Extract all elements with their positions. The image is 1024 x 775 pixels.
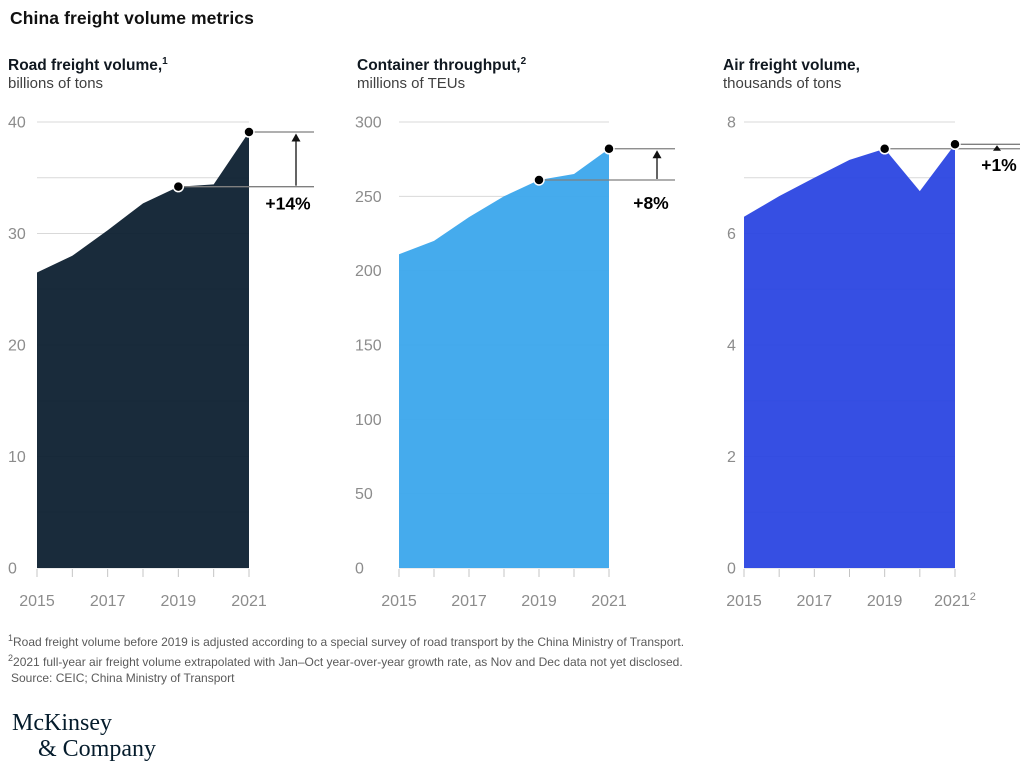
y-axis-label: 20 [8, 338, 26, 355]
growth-arrow-head [652, 150, 662, 159]
growth-arrow-head [993, 145, 1001, 151]
y-axis-label: 2 [727, 449, 736, 466]
x-axis-label: 20212 [934, 591, 976, 610]
chart-title-air-freight: Air freight volume, [723, 57, 860, 75]
footnote-1: 1Road freight volume before 2019 is adju… [8, 633, 685, 649]
y-axis-label: 50 [355, 486, 373, 503]
footnote-marker: 2 [520, 56, 527, 67]
chart-container-throughput: 0 50 100 150 200 250 300 2015 2017 2019 2021 +8% [355, 115, 675, 610]
mckinsey-logo: McKinsey & Company [12, 710, 156, 762]
growth-label: +8% [633, 193, 669, 213]
chart-units-air-freight: thousands of tons [723, 75, 842, 93]
y-axis-label: 6 [727, 226, 736, 243]
y-axis-label: 250 [355, 189, 382, 206]
data-point-dot [243, 126, 255, 138]
data-point-dot [533, 174, 545, 186]
data-point-dot [603, 143, 615, 155]
chart-units-road-freight: billions of tons [8, 75, 104, 93]
x-axis-label: 2019 [867, 593, 903, 610]
footnotes: 1Road freight volume before 2019 is adju… [8, 630, 684, 686]
y-axis-label: 10 [8, 449, 26, 466]
y-axis-label: 300 [355, 115, 382, 132]
area-road-freight [37, 132, 249, 568]
growth-label: +1% [981, 155, 1017, 175]
y-axis-label: 4 [727, 338, 736, 355]
x-axis-label: 2019 [521, 593, 557, 610]
y-axis-label: 200 [355, 263, 382, 280]
data-point-dot [172, 180, 185, 193]
x-axis-label: 2015 [19, 593, 55, 610]
chart-title-road-freight: Road freight volume,1 [8, 56, 168, 75]
y-axis-label: 100 [355, 412, 382, 429]
chart-header-road-freight: Road freight volume,1 billions of tons [8, 52, 338, 93]
logo-line-1: McKinsey [12, 710, 112, 736]
x-axis-label: 2015 [381, 593, 417, 610]
page-title: China freight volume metrics [10, 8, 254, 28]
data-point-dot [949, 138, 961, 151]
logo-line-2: & Company [38, 736, 156, 762]
area-container-throughput [399, 148, 609, 569]
x-axis-label: 2019 [161, 593, 197, 610]
area-air-freight [744, 144, 955, 569]
chart-units-container-throughput: millions of TEUs [357, 75, 466, 93]
chart-title-container-throughput: Container throughput,2 [357, 56, 527, 75]
source-line: Source: CEIC; China Ministry of Transpor… [11, 671, 235, 685]
chart-header-air-freight: Air freight volume, thousands of tons [723, 52, 1024, 93]
y-axis-label: 0 [355, 561, 364, 578]
footnote-2: 22021 full-year air freight volume extra… [8, 653, 683, 669]
x-axis-label: 2017 [451, 593, 487, 610]
y-axis-label: 0 [727, 561, 736, 578]
x-axis-label: 2021 [231, 593, 267, 610]
growth-arrow-head [291, 133, 301, 142]
x-axis-label: 2017 [90, 593, 126, 610]
y-axis-label: 30 [8, 226, 26, 243]
y-axis-label: 8 [727, 115, 736, 132]
x-axis-label: 2015 [726, 593, 762, 610]
y-axis-label: 150 [355, 338, 382, 355]
y-axis-label: 40 [8, 115, 26, 132]
chart-header-container-throughput: Container throughput,2 millions of TEUs [357, 52, 687, 93]
data-point-dot [878, 143, 891, 155]
x-axis-label: 2021 [591, 593, 627, 610]
y-axis-label: 0 [8, 561, 17, 578]
chart-air-freight: 0 2 4 6 8 2015 2017 2019 20212 +1% [726, 115, 1020, 610]
growth-label: +14% [265, 194, 311, 214]
x-axis-label: 2017 [797, 593, 833, 610]
chart-road-freight: 0 10 20 30 40 2015 2017 2019 2021 +14% [8, 115, 314, 610]
footnote-marker: 1 [162, 56, 168, 67]
